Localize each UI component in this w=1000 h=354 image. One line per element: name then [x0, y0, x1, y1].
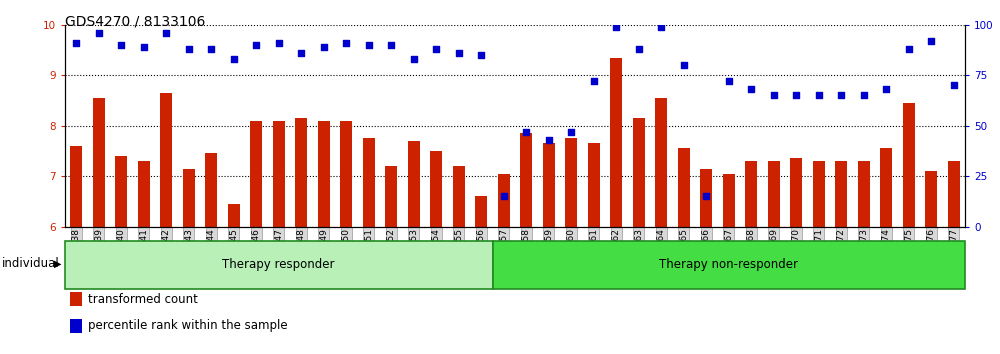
Bar: [475, 196, 487, 227]
Text: percentile rank within the sample: percentile rank within the sample: [88, 319, 288, 332]
Bar: [543, 143, 555, 227]
Bar: [498, 173, 510, 227]
Point: [923, 38, 939, 44]
Bar: [385, 166, 397, 227]
Text: ▶: ▶: [54, 259, 62, 269]
Point: [248, 42, 264, 48]
Text: Therapy non-responder: Therapy non-responder: [659, 258, 798, 271]
Bar: [70, 146, 82, 227]
Bar: [813, 161, 825, 227]
Point: [721, 79, 737, 84]
Bar: [903, 103, 915, 227]
Bar: [678, 148, 690, 227]
Text: transformed count: transformed count: [88, 293, 198, 306]
Point: [158, 30, 174, 36]
Bar: [250, 121, 262, 227]
FancyBboxPatch shape: [65, 241, 493, 289]
Text: GDS4270 / 8133106: GDS4270 / 8133106: [65, 14, 205, 28]
Point: [878, 86, 894, 92]
Point: [608, 24, 624, 30]
Bar: [610, 58, 622, 227]
Bar: [948, 161, 960, 227]
Point: [631, 46, 647, 52]
Bar: [835, 161, 847, 227]
Bar: [408, 141, 420, 227]
Bar: [340, 121, 352, 227]
Point: [788, 93, 804, 98]
FancyBboxPatch shape: [493, 241, 965, 289]
Point: [203, 46, 219, 52]
Bar: [228, 204, 240, 227]
Point: [136, 44, 152, 50]
Bar: [318, 121, 330, 227]
Bar: [588, 143, 600, 227]
Point: [406, 56, 422, 62]
Point: [473, 52, 489, 58]
Point: [226, 56, 242, 62]
Point: [361, 42, 377, 48]
Point: [766, 93, 782, 98]
Bar: [430, 151, 442, 227]
Bar: [655, 98, 667, 227]
Bar: [160, 93, 172, 227]
Point: [428, 46, 444, 52]
Bar: [768, 161, 780, 227]
Point: [946, 82, 962, 88]
Point: [563, 129, 579, 135]
Bar: [565, 138, 577, 227]
Bar: [295, 118, 307, 227]
Bar: [520, 133, 532, 227]
Point: [856, 93, 872, 98]
Bar: [745, 161, 757, 227]
Point: [451, 50, 467, 56]
Point: [338, 40, 354, 46]
Point: [811, 93, 827, 98]
Point: [518, 129, 534, 135]
Point: [901, 46, 917, 52]
Bar: [453, 166, 465, 227]
Text: individual: individual: [2, 257, 60, 270]
Bar: [138, 161, 150, 227]
Point: [743, 86, 759, 92]
Bar: [858, 161, 870, 227]
Point: [698, 193, 714, 199]
Point: [676, 62, 692, 68]
Point: [68, 40, 84, 46]
Bar: [790, 159, 802, 227]
Point: [181, 46, 197, 52]
Bar: [115, 156, 127, 227]
Point: [113, 42, 129, 48]
Point: [316, 44, 332, 50]
Bar: [363, 138, 375, 227]
Bar: [700, 169, 712, 227]
Point: [586, 79, 602, 84]
Text: Therapy responder: Therapy responder: [222, 258, 335, 271]
Bar: [273, 121, 285, 227]
Point: [833, 93, 849, 98]
Bar: [925, 171, 937, 227]
Point: [91, 30, 107, 36]
Bar: [205, 153, 217, 227]
Point: [271, 40, 287, 46]
Bar: [880, 148, 892, 227]
Bar: [183, 169, 195, 227]
Point: [383, 42, 399, 48]
Point: [541, 137, 557, 143]
Point: [293, 50, 309, 56]
Bar: [633, 118, 645, 227]
Bar: [723, 173, 735, 227]
Bar: [93, 98, 105, 227]
Point: [496, 193, 512, 199]
Point: [653, 24, 669, 30]
